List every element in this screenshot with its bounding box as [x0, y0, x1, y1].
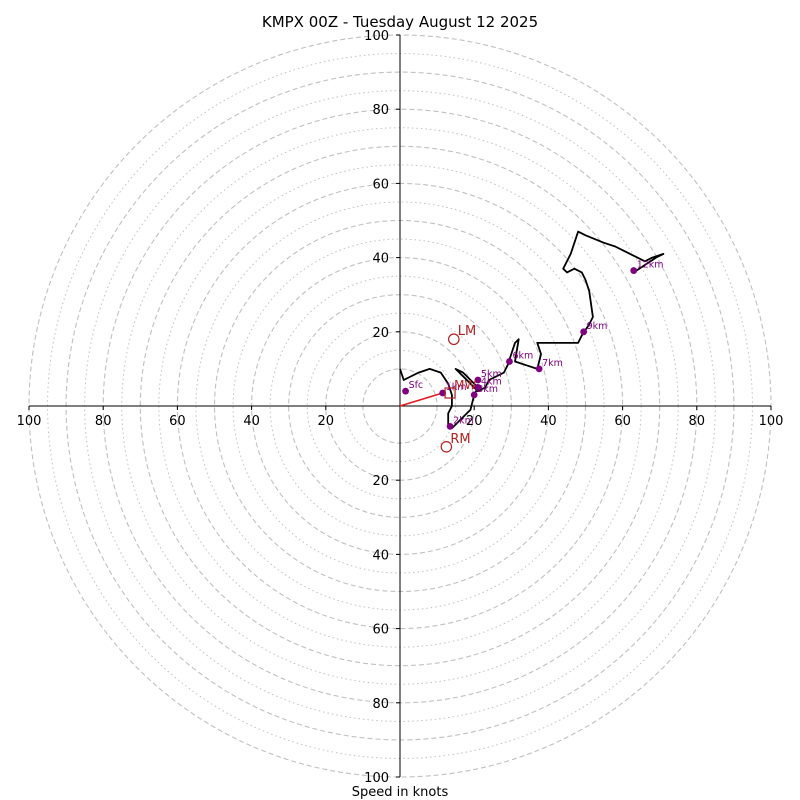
height-marker-label: 12km: [637, 260, 664, 271]
hodograph-trace: [399, 230, 665, 430]
height-marker-point: [580, 328, 588, 336]
height-marker-label: 4km: [481, 376, 502, 387]
mean-wind-marker: [444, 387, 456, 399]
mean-wind-label: MW: [454, 378, 476, 392]
shear-vector: [399, 392, 443, 407]
y-tick-label: 40: [372, 252, 389, 267]
height-marker-point: [402, 387, 409, 395]
x-tick-label: 40: [243, 414, 260, 429]
y-tick-label: 100: [364, 771, 389, 786]
height-marker-point: [506, 358, 513, 365]
y-tick-label: 60: [372, 177, 389, 192]
height-marker-label: 5km: [481, 369, 502, 380]
x-tick-label: 20: [466, 414, 483, 429]
y-tick-label: 20: [372, 326, 389, 341]
y-tick-label: 20: [372, 474, 389, 489]
left-mover-marker: [447, 333, 460, 346]
chart-title: KMPX 00Z - Tuesday August 12 2025: [262, 13, 538, 31]
left-mover-label: LM: [458, 324, 476, 339]
right-mover-marker: [440, 441, 453, 453]
height-marker-point: [446, 423, 454, 430]
storm-motion-markers: LM RM MW: [440, 324, 476, 453]
x-tick-label: 20: [318, 414, 335, 429]
x-tick-label: 60: [169, 414, 186, 429]
right-mover-label: RM: [450, 432, 470, 447]
x-tick-label: 80: [689, 414, 706, 429]
height-marker-label: 2km: [453, 415, 474, 426]
height-marker-label: 7km: [542, 358, 563, 369]
shear-vector-line: [399, 392, 443, 407]
height-marker-label: 9km: [587, 321, 608, 332]
y-tick-label: 100: [364, 29, 389, 44]
y-tick-label: 40: [372, 548, 389, 563]
x-tick-label: 80: [95, 414, 112, 429]
tick-labels: 100 80 60 40 20 20 40 60 80 100 100 80 60 40 20 20 40 60 8…: [17, 29, 784, 786]
y-tick-label: 60: [372, 623, 389, 638]
y-tick-label: 80: [372, 103, 389, 118]
hodograph-line: [399, 230, 665, 430]
x-axis-label: Speed in knots: [352, 785, 449, 800]
height-marker-point: [474, 376, 482, 384]
height-marker-label: Sfc: [409, 380, 424, 391]
height-marker-point: [474, 384, 482, 391]
height-marker-point: [630, 267, 638, 274]
height-marker-label: 6km: [512, 350, 533, 361]
x-tick-label: 100: [17, 414, 42, 429]
x-tick-label: 100: [759, 414, 784, 429]
x-tick-label: 40: [540, 414, 557, 429]
height-marker-label: 1km: [446, 382, 467, 393]
x-tick-label: 60: [614, 414, 631, 429]
height-marker-point: [535, 365, 543, 373]
height-marker-point: [470, 391, 478, 399]
height-marker-point: [439, 389, 447, 397]
height-marker-label: 3km: [477, 384, 498, 395]
y-tick-label: 80: [372, 697, 389, 712]
